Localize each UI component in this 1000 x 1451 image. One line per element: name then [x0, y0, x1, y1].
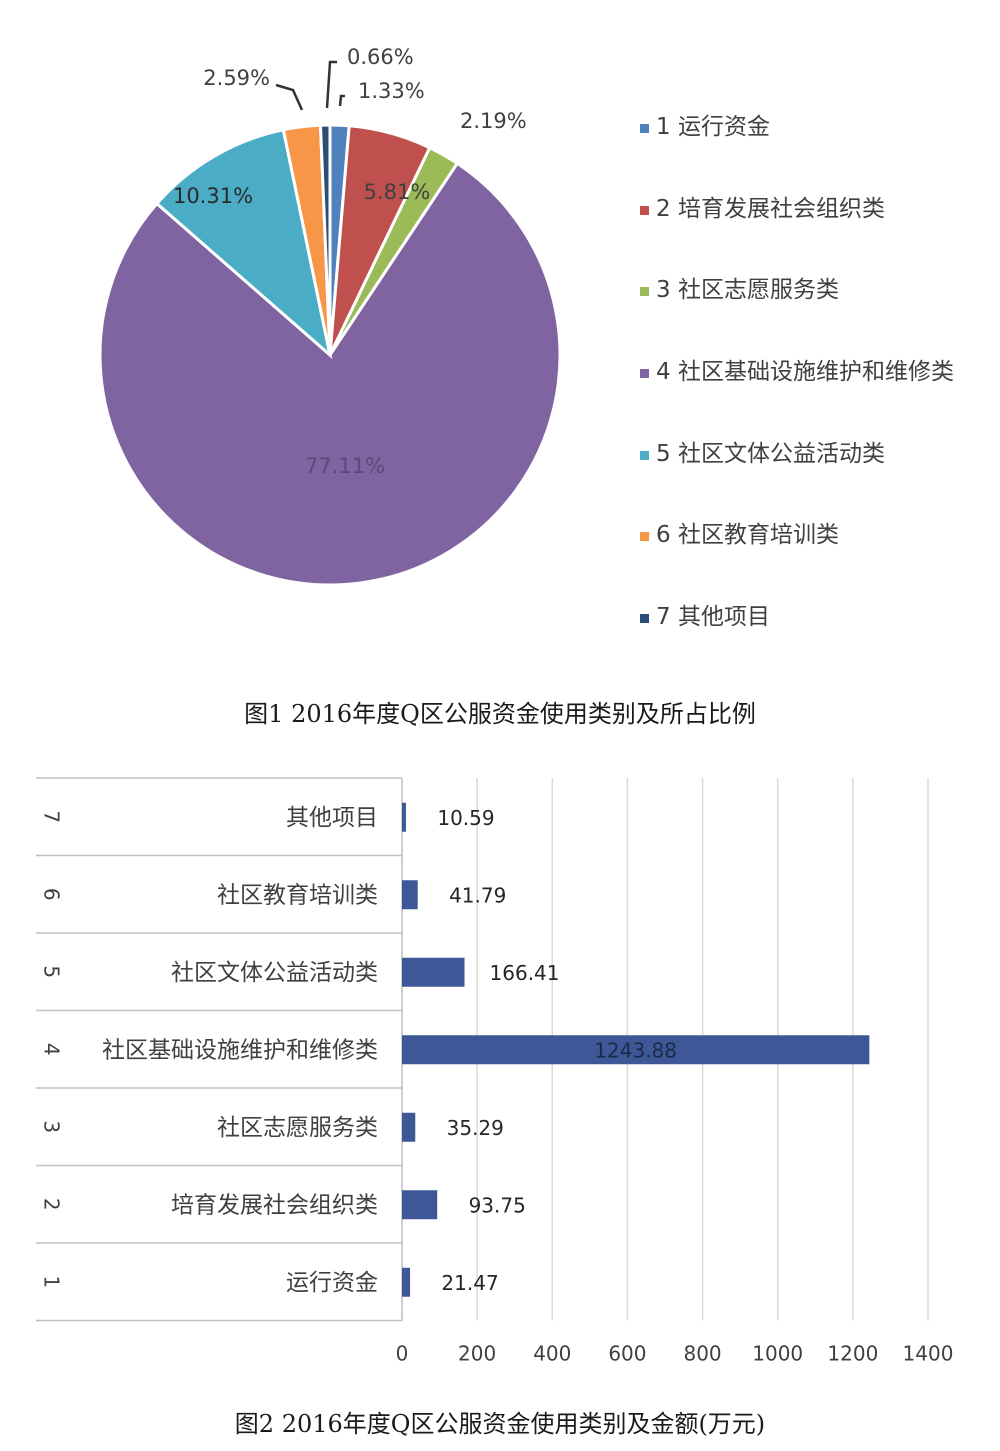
- category-index: 6: [40, 888, 64, 901]
- legend-swatch: [640, 287, 649, 296]
- legend-label: 2 培育发展社会组织类: [656, 196, 885, 222]
- bar-6: [402, 880, 418, 910]
- legend-swatch: [640, 369, 649, 378]
- legend-label: 7 其他项目: [656, 604, 770, 630]
- legend-item-operating-funds: 1 运行资金: [640, 110, 960, 144]
- x-tick-label: 1000: [752, 1342, 803, 1366]
- category-label: 社区教育培训类: [217, 882, 378, 908]
- pie-value-label-other: 0.66%: [347, 45, 414, 69]
- category-label: 社区志愿服务类: [217, 1115, 378, 1141]
- bar-5: [402, 957, 465, 987]
- category-label: 社区文体公益活动类: [171, 960, 378, 986]
- category-index: 3: [40, 1120, 64, 1133]
- bar-value-label-3: 35.29: [447, 1116, 504, 1140]
- category-index: 5: [40, 965, 64, 978]
- legend-swatch: [640, 614, 649, 623]
- pie-value-label-culture-sports: 10.31%: [173, 184, 253, 208]
- legend-swatch: [640, 206, 649, 215]
- figure-1-caption: 图1 2016年度Q区公服资金使用类别及所占比例: [244, 700, 756, 728]
- legend-label: 4 社区基础设施维护和维修类: [656, 359, 954, 385]
- pie-slice-infrastructure: [98, 161, 562, 587]
- pie-slice-other: [318, 123, 332, 356]
- legend-label: 6 社区教育培训类: [656, 522, 839, 548]
- bar-value-label-2: 93.75: [469, 1193, 526, 1217]
- bar-3: [402, 1112, 416, 1142]
- pie-value-label-education: 2.59%: [203, 66, 270, 90]
- bar-2: [402, 1190, 438, 1220]
- legend-item-infrastructure: 4 社区基础设施维护和维修类: [640, 355, 960, 389]
- legend-label: 1 运行资金: [656, 114, 770, 140]
- bar-chart: 7 其他项目 10.59 6 社区教育培训类 41.79 5 社区文体公益活动类 166.41 4…: [36, 777, 954, 1366]
- category-label: 其他项目: [286, 805, 378, 831]
- legend-swatch: [640, 124, 649, 133]
- pie-chart: 1.33% 5.81% 2.19% 77.11% 10.31% 2.59% 0.66%: [98, 45, 562, 587]
- bar-value-label-4: 1243.88: [594, 1038, 677, 1062]
- legend-label: 3 社区志愿服务类: [656, 277, 839, 303]
- legend-swatch: [640, 532, 649, 541]
- legend-item-culture-sports: 5 社区文体公益活动类: [640, 437, 960, 471]
- category-index: 2: [40, 1198, 64, 1211]
- bar-value-label-7: 10.59: [437, 806, 494, 830]
- x-tick-label: 600: [608, 1342, 646, 1366]
- x-tick-label: 1200: [827, 1342, 878, 1366]
- bar-value-label-1: 21.47: [441, 1271, 498, 1295]
- legend-swatch: [640, 451, 649, 460]
- bar-4: [402, 1035, 870, 1065]
- pie-leader-line-operating-funds: [338, 94, 345, 107]
- category-label: 运行资金: [286, 1270, 378, 1296]
- legend-item-other: 7 其他项目: [640, 600, 960, 634]
- pie-value-label-social-org: 5.81%: [364, 180, 431, 204]
- bar-7: [402, 802, 406, 832]
- pie-slice-culture-sports: [154, 128, 333, 360]
- bar-value-label-5: 166.41: [490, 961, 560, 985]
- category-label: 社区基础设施维护和维修类: [102, 1037, 378, 1063]
- bar-1: [402, 1267, 411, 1297]
- legend-item-volunteer: 3 社区志愿服务类: [640, 273, 960, 307]
- legend-item-social-org: 2 培育发展社会组织类: [640, 192, 960, 226]
- legend-label: 5 社区文体公益活动类: [656, 441, 885, 467]
- pie-value-label-infrastructure: 77.11%: [305, 454, 385, 478]
- pie-value-label-operating-funds: 1.33%: [358, 79, 425, 103]
- category-index: 7: [40, 810, 64, 823]
- x-tick-label: 1400: [903, 1342, 954, 1366]
- category-index: 1: [40, 1275, 64, 1288]
- category-index: 4: [40, 1043, 64, 1056]
- x-tick-label: 800: [683, 1342, 721, 1366]
- x-tick-label: 400: [533, 1342, 571, 1366]
- legend-item-education: 6 社区教育培训类: [640, 518, 960, 552]
- bar-value-label-6: 41.79: [449, 883, 506, 907]
- pie-leader-line-other: [325, 60, 337, 109]
- figure-2-caption: 图2 2016年度Q区公服资金使用类别及金额(万元): [234, 1410, 766, 1438]
- category-label: 培育发展社会组织类: [171, 1192, 378, 1218]
- x-tick-label: 0: [396, 1342, 409, 1366]
- pie-value-label-volunteer: 2.19%: [460, 109, 527, 133]
- x-tick-label: 200: [458, 1342, 496, 1366]
- pie-leader-line-education: [275, 83, 304, 111]
